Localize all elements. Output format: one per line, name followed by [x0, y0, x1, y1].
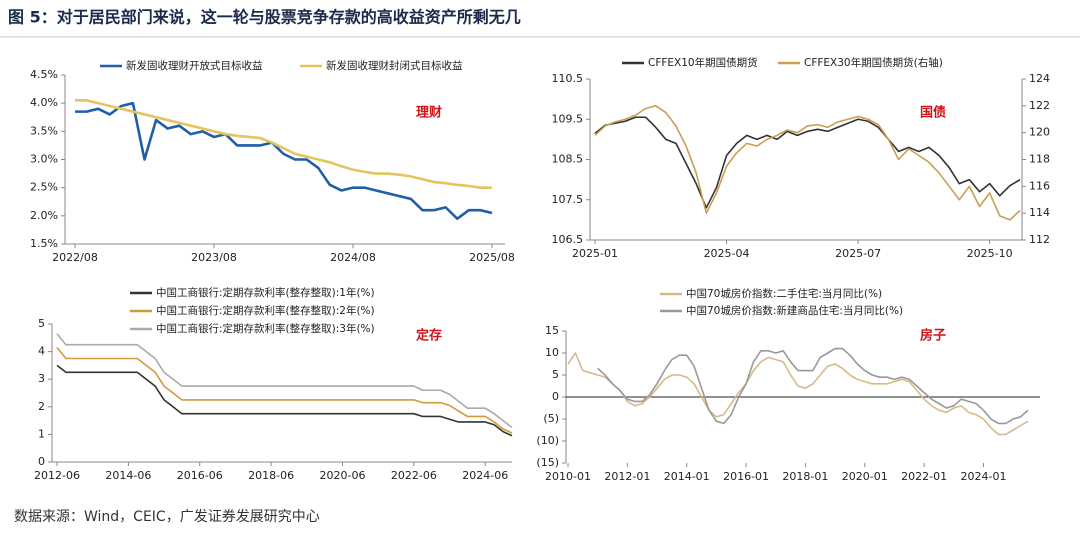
x-tick-label: 2022-01: [901, 470, 947, 483]
y-tick-label: 2.5%: [30, 181, 58, 194]
x-tick-label: 2024-01: [960, 470, 1006, 483]
x-tick-label: 2014-01: [664, 470, 710, 483]
legend-label: 新发固收理财封闭式目标收益: [326, 59, 463, 72]
x-tick-label: 2016-06: [177, 469, 223, 482]
x-tick-label: 2025-01: [572, 247, 618, 260]
x-tick-label: 2025/08: [469, 251, 515, 264]
chart-annotation: 定存: [415, 328, 442, 344]
y2-tick-label: 124: [1029, 72, 1050, 85]
x-tick-label: 2025-04: [704, 247, 750, 260]
series-line: [75, 101, 493, 220]
chart-annotation: 国债: [920, 105, 946, 121]
x-tick-label: 2014-06: [105, 469, 151, 482]
y-tick-label: 0: [552, 390, 559, 403]
y-tick-label: 3.5%: [30, 124, 58, 137]
y2-tick-label: 112: [1029, 233, 1050, 246]
x-tick-label: 2024-06: [462, 469, 508, 482]
y-tick-label: 15: [545, 324, 559, 337]
series-line: [56, 333, 513, 429]
legend-label: 中国70城房价指数:二手住宅:当月同比(%): [686, 287, 882, 300]
y-tick-label: 2: [38, 400, 45, 413]
figure-title: 图 5：对于居民部门来说，这一轮与股票竞争存款的高收益资产所剩无几: [8, 8, 521, 27]
series-line: [594, 116, 1021, 209]
x-tick-label: 2024/08: [330, 251, 376, 264]
x-tick-label: 2012-01: [604, 470, 650, 483]
y-tick-label: 110.5: [552, 72, 584, 85]
legend-label: 中国工商银行:定期存款利率(整存整取):3年(%): [156, 322, 375, 335]
y-tick-label: 1: [38, 427, 45, 440]
series-line: [56, 364, 513, 437]
y2-tick-label: 120: [1029, 126, 1050, 139]
y-tick-label: 5: [552, 368, 559, 381]
legend-label: 中国70城房价指数:新建商品住宅:当月同比(%): [686, 304, 903, 317]
y2-tick-label: 116: [1029, 179, 1050, 192]
source-note: 数据来源：Wind，CEIC，广发证券发展研究中心: [14, 509, 320, 525]
legend-label: 中国工商银行:定期存款利率(整存整取):2年(%): [156, 304, 375, 317]
legend-label: 新发固收理财开放式目标收益: [126, 59, 263, 72]
y-tick-label: 3.0%: [30, 153, 58, 166]
y-tick-label: 2.0%: [30, 209, 58, 222]
x-tick-label: 2022-06: [391, 469, 437, 482]
x-tick-label: 2012-06: [34, 469, 80, 482]
x-tick-label: 2020-01: [842, 470, 888, 483]
x-tick-label: 2025-07: [835, 247, 881, 260]
y-tick-label: (5): [543, 412, 559, 425]
series-line: [75, 99, 492, 189]
y-tick-label: (15): [536, 456, 559, 469]
y-tick-label: 108.5: [552, 153, 584, 166]
legend-label: 中国工商银行:定期存款利率(整存整取):1年(%): [156, 286, 375, 299]
series-line: [594, 105, 1021, 221]
y2-tick-label: 114: [1029, 206, 1050, 219]
y-tick-label: 4.5%: [30, 68, 58, 81]
x-tick-label: 2020-06: [320, 469, 366, 482]
series-line: [597, 347, 1029, 425]
y-tick-label: 106.5: [552, 233, 584, 246]
y-tick-label: 1.5%: [30, 237, 58, 250]
x-tick-label: 2018-06: [248, 469, 294, 482]
x-tick-label: 2018-01: [782, 470, 828, 483]
y2-tick-label: 122: [1029, 99, 1050, 112]
x-tick-label: 2010-01: [545, 470, 591, 483]
legend-label: CFFEX10年期国债期货: [648, 56, 758, 69]
chart-annotation: 理财: [416, 105, 442, 121]
y-tick-label: 109.5: [552, 112, 584, 125]
y-tick-label: (10): [536, 434, 559, 447]
y-tick-label: 5: [38, 317, 45, 330]
y-tick-label: 4: [38, 345, 45, 358]
y2-tick-label: 118: [1029, 153, 1050, 166]
series-line: [56, 346, 513, 434]
x-tick-label: 2023/08: [191, 251, 237, 264]
chart-annotation: 房子: [920, 328, 946, 344]
x-tick-label: 2025-10: [967, 247, 1013, 260]
y-tick-label: 10: [545, 346, 559, 359]
y-tick-label: 4.0%: [30, 96, 58, 109]
y-tick-label: 107.5: [552, 193, 584, 206]
series-line: [567, 352, 1029, 436]
y-tick-label: 3: [38, 372, 45, 385]
x-tick-label: 2022/08: [52, 251, 98, 264]
legend-label: CFFEX30年期国债期货(右轴): [804, 56, 943, 69]
y-tick-label: 0: [38, 455, 45, 468]
x-tick-label: 2016-01: [723, 470, 769, 483]
